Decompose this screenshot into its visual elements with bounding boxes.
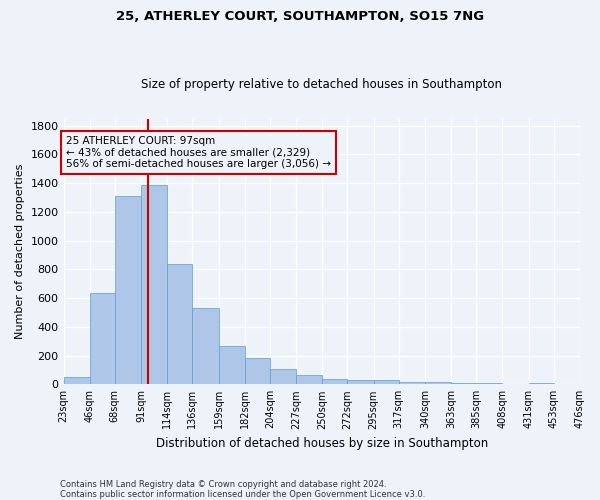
Bar [399, 382, 425, 384]
Bar [64, 377, 90, 384]
Bar [322, 380, 347, 384]
Bar [296, 375, 322, 384]
Bar [218, 346, 245, 385]
Bar [476, 383, 502, 384]
Bar [425, 382, 451, 384]
Bar [347, 380, 374, 384]
Bar [245, 358, 270, 384]
Text: Contains public sector information licensed under the Open Government Licence v3: Contains public sector information licen… [60, 490, 425, 499]
Bar [374, 380, 399, 384]
Text: Contains HM Land Registry data © Crown copyright and database right 2024.: Contains HM Land Registry data © Crown c… [60, 480, 386, 489]
Bar [141, 184, 167, 384]
Text: 25 ATHERLEY COURT: 97sqm
← 43% of detached houses are smaller (2,329)
56% of sem: 25 ATHERLEY COURT: 97sqm ← 43% of detach… [66, 136, 331, 169]
Bar [90, 293, 115, 384]
Title: Size of property relative to detached houses in Southampton: Size of property relative to detached ho… [141, 78, 502, 91]
Bar [115, 196, 141, 384]
Bar [193, 308, 218, 384]
Y-axis label: Number of detached properties: Number of detached properties [15, 164, 25, 339]
Bar [451, 383, 476, 384]
Bar [270, 369, 296, 384]
Text: 25, ATHERLEY COURT, SOUTHAMPTON, SO15 7NG: 25, ATHERLEY COURT, SOUTHAMPTON, SO15 7N… [116, 10, 484, 23]
Bar [167, 264, 193, 384]
Bar [529, 383, 554, 384]
X-axis label: Distribution of detached houses by size in Southampton: Distribution of detached houses by size … [155, 437, 488, 450]
